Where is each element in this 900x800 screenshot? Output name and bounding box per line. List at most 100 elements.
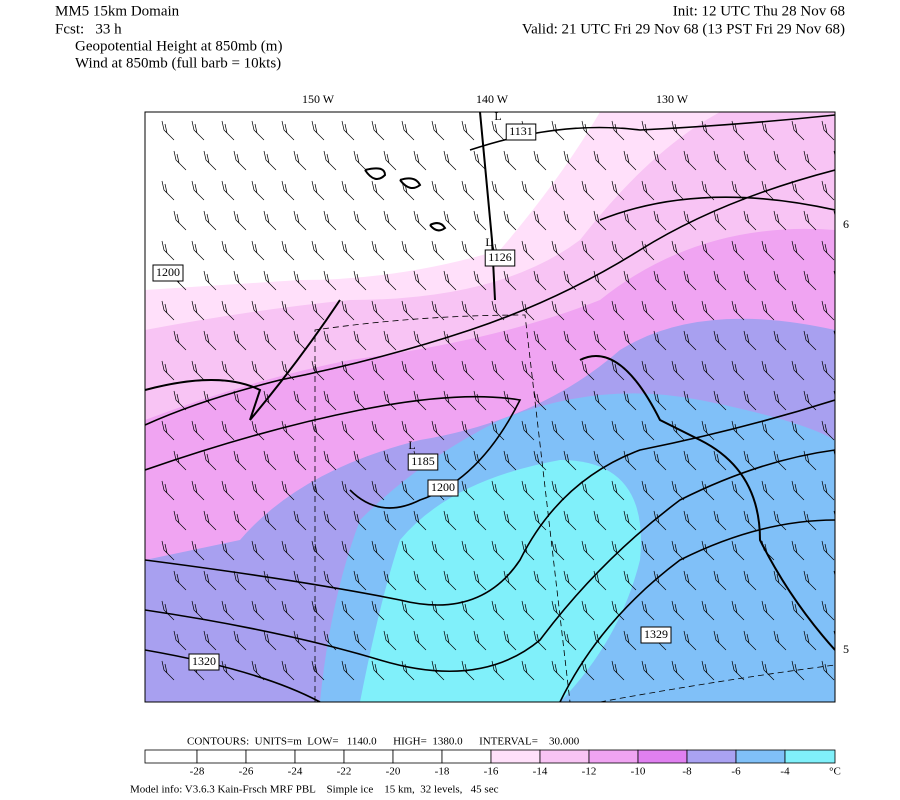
wind-barb bbox=[623, 390, 637, 411]
wind-barb bbox=[803, 390, 817, 411]
wind-barb bbox=[743, 150, 757, 171]
label-box bbox=[427, 479, 459, 497]
wind-barb bbox=[323, 150, 337, 171]
wind-barb bbox=[551, 420, 565, 441]
wind-barb bbox=[563, 210, 577, 231]
wind-barb bbox=[281, 180, 295, 201]
colorbar-label: -4 bbox=[780, 766, 790, 778]
wind-barb bbox=[401, 120, 415, 141]
wind-barb bbox=[323, 270, 337, 291]
wind-barb bbox=[551, 480, 565, 501]
wind-barb bbox=[761, 240, 775, 261]
wind-barb bbox=[221, 240, 235, 261]
wind-barb bbox=[311, 240, 325, 261]
wind-barb bbox=[491, 600, 505, 621]
wind-barb bbox=[251, 360, 265, 381]
wind-barb bbox=[281, 360, 295, 381]
wind-barb bbox=[821, 180, 835, 201]
wind-barb bbox=[491, 120, 505, 141]
wind-barb bbox=[323, 390, 337, 411]
field-label: Geopotential Height at 850mb (m) bbox=[75, 38, 282, 54]
wind-barb bbox=[251, 180, 265, 201]
wind-barb bbox=[653, 270, 667, 291]
wind-barb bbox=[701, 360, 715, 381]
wind-barb bbox=[833, 210, 835, 218]
contour-info: CONTOURS: UNITS=m LOW= 1140.0 HIGH= 1380… bbox=[187, 736, 580, 748]
wind-barb bbox=[593, 450, 607, 471]
wind-barb bbox=[731, 480, 745, 501]
contour-label: 1329 bbox=[644, 627, 668, 641]
wind-barb bbox=[293, 150, 307, 171]
wind-barb bbox=[431, 540, 445, 561]
wind-barb bbox=[263, 630, 277, 651]
wind-barb bbox=[371, 600, 385, 621]
wind-barb bbox=[443, 270, 457, 291]
wind-barb bbox=[611, 300, 625, 321]
wind-barb bbox=[161, 240, 175, 261]
wind-barb bbox=[473, 630, 487, 651]
wind-barb bbox=[653, 210, 667, 231]
wind-barb bbox=[461, 420, 475, 441]
wind-barb bbox=[791, 600, 805, 621]
wind-barb bbox=[161, 660, 175, 681]
wind-barb bbox=[641, 420, 655, 441]
label-box bbox=[505, 123, 537, 141]
wind-barb bbox=[623, 330, 637, 351]
wind-barb bbox=[491, 540, 505, 561]
wind-barb bbox=[311, 540, 325, 561]
wind-barb bbox=[281, 600, 295, 621]
wind-barb bbox=[803, 570, 817, 591]
wind-barb bbox=[611, 420, 625, 441]
wind-barb bbox=[263, 150, 277, 171]
wind-barb bbox=[491, 360, 505, 381]
wind-barb bbox=[641, 180, 655, 201]
wind-barb bbox=[683, 510, 697, 531]
wind-barb bbox=[431, 240, 445, 261]
wind-barb bbox=[251, 300, 265, 321]
longitude-label: 140 W bbox=[476, 92, 509, 106]
wind-barb bbox=[281, 540, 295, 561]
wind-barb bbox=[371, 180, 385, 201]
wind-barb bbox=[743, 330, 757, 351]
wind-barb bbox=[221, 420, 235, 441]
wind-barb bbox=[293, 510, 307, 531]
wind-barb bbox=[713, 210, 727, 231]
colorbar-bin bbox=[588, 749, 639, 764]
wind-barb bbox=[263, 330, 277, 351]
contour-label: 1320 bbox=[192, 654, 216, 668]
wind-barb bbox=[743, 510, 757, 531]
wind-barb bbox=[773, 210, 787, 231]
wind-barb bbox=[383, 330, 397, 351]
wind-barb bbox=[791, 540, 805, 561]
wind-barb bbox=[173, 150, 187, 171]
colorbar-bin bbox=[392, 749, 443, 764]
wind-barb bbox=[821, 540, 835, 561]
wind-barb bbox=[191, 540, 205, 561]
wind-barb bbox=[611, 180, 625, 201]
wind-barb bbox=[743, 630, 757, 651]
wind-barb bbox=[473, 570, 487, 591]
wind-barb bbox=[641, 360, 655, 381]
wind-barb bbox=[821, 600, 835, 621]
wind-barb bbox=[431, 420, 445, 441]
wind-barb bbox=[431, 360, 445, 381]
low-marker: L bbox=[485, 235, 492, 249]
wind-barb bbox=[383, 570, 397, 591]
colorbar-label: -6 bbox=[731, 766, 741, 778]
wind-barb bbox=[731, 120, 745, 141]
wind-barb bbox=[743, 570, 757, 591]
wind-barb bbox=[203, 450, 217, 471]
wind-barb bbox=[833, 570, 835, 578]
wind-barb bbox=[581, 300, 595, 321]
wind-barb bbox=[653, 390, 667, 411]
wind-barb bbox=[521, 660, 535, 681]
wind-barb bbox=[773, 270, 787, 291]
wind-barb bbox=[413, 270, 427, 291]
wind-barb bbox=[221, 120, 235, 141]
title: MM5 15km Domain bbox=[55, 3, 180, 19]
forecast: Fcst: 33 h bbox=[55, 21, 122, 37]
wind-barb bbox=[821, 660, 835, 681]
wind-barb bbox=[233, 450, 247, 471]
wind-barb bbox=[293, 390, 307, 411]
wind-barb bbox=[191, 420, 205, 441]
